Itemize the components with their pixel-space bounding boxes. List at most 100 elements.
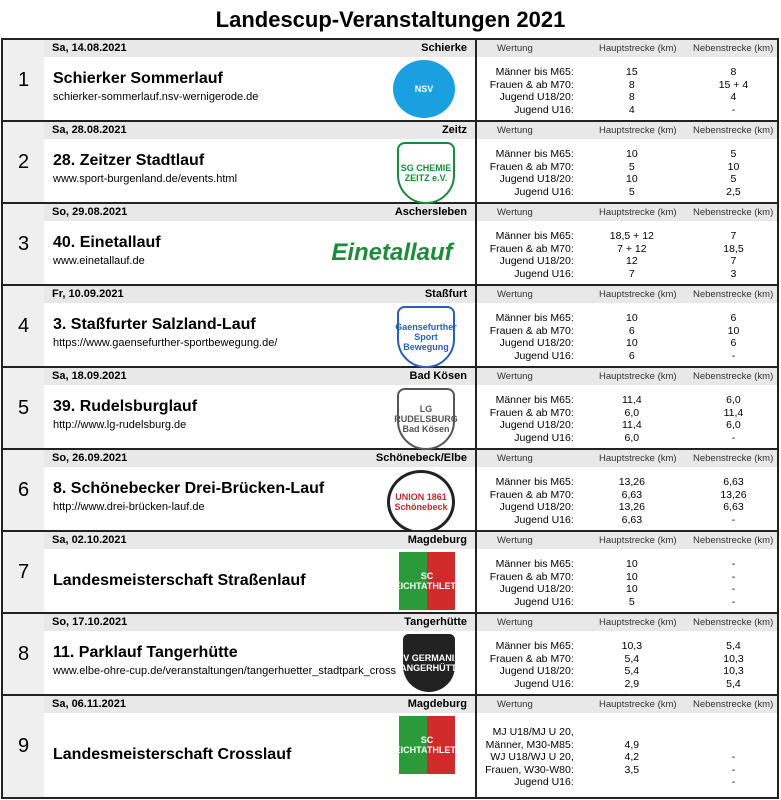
results-list: Männer bis M65: 11,4 6,0 Frauen & ab M70: 6,…: [477, 394, 777, 444]
event-date: So, 17.10.2021: [52, 616, 128, 628]
result-row: Jugend U18/20: 13,26 6,63: [477, 501, 777, 514]
result-nebenstrecke: [690, 726, 777, 739]
event-url[interactable]: www.sport-burgenland.de/events.html: [53, 173, 238, 185]
result-nebenstrecke: 11,4: [723, 406, 744, 419]
event-url[interactable]: www.einetallauf.de: [53, 255, 145, 267]
result-category: Frauen & ab M70:: [489, 406, 574, 419]
header-hauptstrecke: Hauptstrecke (km): [599, 453, 677, 464]
event-place: Staßfurt: [424, 288, 467, 300]
result-hauptstrecke: 13,26: [618, 501, 645, 513]
result-category: Männer bis M65:: [495, 394, 574, 406]
results-list: Männer bis M65: 10 6 Frauen & ab M70: 6 10 Jug…: [477, 312, 777, 362]
result-nebenstrecke: -: [731, 751, 736, 763]
result-nebenstrecke: 6,0: [726, 419, 741, 431]
event-name: 11. Parklauf Tangerhütte: [53, 644, 238, 661]
logo-text: LG RUDELSBURG Bad Kösen: [394, 404, 458, 434]
event-url[interactable]: https://www.gaensefurther-sportbewegung.…: [53, 337, 278, 349]
event-url[interactable]: schierker-sommerlauf.nsv-wernigerode.de: [53, 91, 259, 103]
results-header: Wertung Hauptstrecke (km) Nebenstrecke (km…: [477, 122, 777, 139]
header-wertung: Wertung: [497, 43, 533, 54]
result-hauptstrecke: 10: [626, 558, 638, 570]
event-date: Sa, 28.08.2021: [52, 124, 127, 136]
results-list: Männer bis M65: 18,5 + 12 7 Frauen & ab M70…: [477, 230, 777, 280]
result-hauptstrecke: 10: [626, 173, 638, 185]
result-category: Jugend U18/20:: [499, 255, 574, 267]
result-hauptstrecke: 6: [628, 349, 635, 362]
event-row: 3 So, 29.08.2021 Aschersleben 40. Einetalla…: [3, 204, 777, 286]
result-nebenstrecke: -: [731, 583, 736, 595]
event-info: Sa, 18.09.2021 Bad Kösen 39. Rudelsburglau…: [44, 368, 477, 450]
event-url[interactable]: www.elbe-ohre-cup.de/veranstaltungen/tan…: [53, 665, 397, 677]
result-row: Jugend U18/20: 8 4: [477, 91, 777, 104]
result-nebenstrecke: -: [731, 103, 736, 116]
event-row: 1 Sa, 14.08.2021 Schierke Schierker Sommerl…: [3, 40, 777, 122]
event-date: Fr, 10.09.2021: [52, 288, 124, 300]
event-place: Bad Kösen: [409, 370, 467, 382]
result-category: Frauen & ab M70:: [489, 488, 574, 501]
header-wertung: Wertung: [497, 453, 533, 464]
result-row: Männer bis M65: 18,5 + 12 7: [477, 230, 777, 243]
result-hauptstrecke: 5: [628, 185, 635, 198]
result-category: Jugend U18/20:: [499, 337, 574, 349]
event-url[interactable]: http://www.drei-brücken-lauf.de: [53, 501, 205, 513]
result-category: Frauen & ab M70:: [489, 160, 574, 173]
result-nebenstrecke: 13,26: [720, 488, 747, 501]
result-nebenstrecke: -: [731, 513, 736, 526]
results-list: Männer bis M65: 15 8 Frauen & ab M70: 8 15 + …: [477, 66, 777, 116]
result-row: Jugend U16: 2,9 5,4: [477, 678, 777, 691]
result-category: WJ U18/WJ U 20,: [490, 751, 574, 763]
event-row: 2 Sa, 28.08.2021 Zeitz 28. Zeitzer Stadtlau…: [3, 122, 777, 204]
result-row: Frauen & ab M70: 5 10: [477, 161, 777, 174]
event-number: 2: [3, 122, 44, 202]
event-results: Wertung Hauptstrecke (km) Nebenstrecke (km…: [477, 614, 777, 694]
result-row: Jugend U18/20: 10 -: [477, 583, 777, 596]
result-nebenstrecke: -: [731, 763, 736, 776]
result-hauptstrecke: 3,5: [624, 763, 640, 776]
result-hauptstrecke: 5: [628, 595, 635, 608]
result-row: Frauen & ab M70: 6,0 11,4: [477, 407, 777, 420]
result-hauptstrecke: 6,63: [621, 513, 643, 526]
result-hauptstrecke: 11,4: [622, 419, 642, 431]
event-info: Sa, 28.08.2021 Zeitz 28. Zeitzer Stadtlauf…: [44, 122, 477, 204]
header-wertung: Wertung: [497, 617, 533, 628]
header-wertung: Wertung: [497, 289, 533, 300]
result-hauptstrecke: 6,63: [621, 488, 643, 501]
event-row: 8 So, 17.10.2021 Tangerhütte 11. Parklauf T…: [3, 614, 777, 696]
result-row: Frauen & ab M70: 10 -: [477, 571, 777, 584]
results-header: Wertung Hauptstrecke (km) Nebenstrecke (km…: [477, 40, 777, 57]
result-nebenstrecke: -: [731, 595, 736, 608]
header-wertung: Wertung: [497, 535, 533, 546]
result-category: Jugend U16:: [514, 595, 574, 608]
result-category: Jugend U16:: [514, 267, 574, 280]
event-results: Wertung Hauptstrecke (km) Nebenstrecke (km…: [477, 368, 777, 448]
header-wertung: Wertung: [497, 699, 533, 710]
result-row: Männer bis M65: 10 6: [477, 312, 777, 325]
result-hauptstrecke: 4,2: [624, 751, 640, 763]
event-number: 5: [3, 368, 44, 448]
result-nebenstrecke: 6,0: [726, 394, 741, 406]
results-list: Männer bis M65: 10 5 Frauen & ab M70: 5 10 Jug…: [477, 148, 777, 198]
header-wertung: Wertung: [497, 371, 533, 382]
header-nebenstrecke: Nebenstrecke (km): [693, 699, 774, 710]
result-category: Jugend U18/20:: [499, 419, 574, 431]
event-place: Tangerhütte: [404, 616, 467, 628]
header-nebenstrecke: Nebenstrecke (km): [693, 617, 774, 628]
header-nebenstrecke: Nebenstrecke (km): [693, 207, 774, 218]
result-row: Jugend U16: 6 -: [477, 350, 777, 363]
result-hauptstrecke: [574, 776, 690, 789]
event-results: Wertung Hauptstrecke (km) Nebenstrecke (km…: [477, 204, 777, 284]
event-results: Wertung Hauptstrecke (km) Nebenstrecke (km…: [477, 532, 777, 612]
event-number: 9: [3, 696, 44, 797]
event-date: Sa, 02.10.2021: [52, 534, 127, 546]
result-category: Jugend U16:: [514, 513, 574, 526]
result-hauptstrecke: 10: [626, 570, 638, 583]
logo-text: Einetallauf: [331, 239, 453, 266]
event-header: Sa, 18.09.2021 Bad Kösen: [44, 368, 475, 385]
result-category: Jugend U18/20:: [499, 501, 574, 513]
results-header: Wertung Hauptstrecke (km) Nebenstrecke (km…: [477, 450, 777, 467]
result-row: Jugend U16: 6,0 -: [477, 432, 777, 445]
result-category: Jugend U18/20:: [499, 91, 574, 103]
event-url[interactable]: http://www.lg-rudelsburg.de: [53, 419, 187, 431]
event-date: Sa, 06.11.2021: [52, 698, 127, 710]
event-number: 7: [3, 532, 44, 612]
